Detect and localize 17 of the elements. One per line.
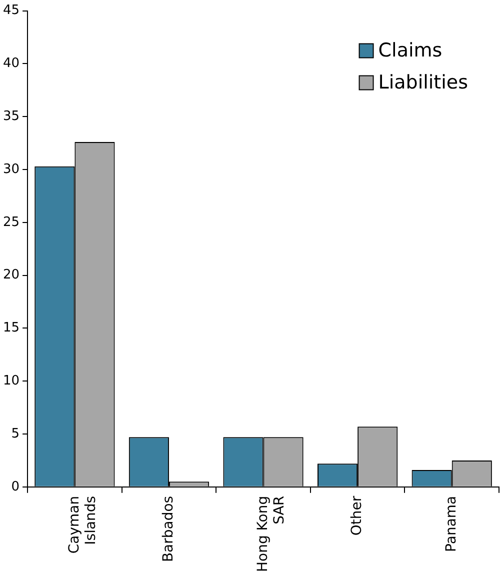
y-tick-label: 20 <box>2 268 20 283</box>
y-tick-label: 15 <box>2 320 20 336</box>
x-tick-label: Other <box>349 496 366 536</box>
x-tick-label: Cayman Islands <box>66 496 100 554</box>
legend-label: Liabilities <box>378 72 468 94</box>
y-tick-label: 5 <box>11 426 20 442</box>
y-tick-label: 25 <box>2 214 20 230</box>
x-tick-label: Panama <box>443 496 460 552</box>
x-tick-label: Hong Kong SAR <box>254 496 288 572</box>
y-tick-label: 0 <box>11 479 20 494</box>
y-tick-label: 45 <box>2 3 20 18</box>
y-tick-label: 30 <box>2 162 20 177</box>
y-tick-label: 40 <box>2 56 20 72</box>
y-tick-label: 10 <box>2 373 20 388</box>
x-tick-label: Barbados <box>160 496 177 562</box>
y-tick-label: 35 <box>2 108 20 124</box>
legend-label: Claims <box>378 40 442 62</box>
